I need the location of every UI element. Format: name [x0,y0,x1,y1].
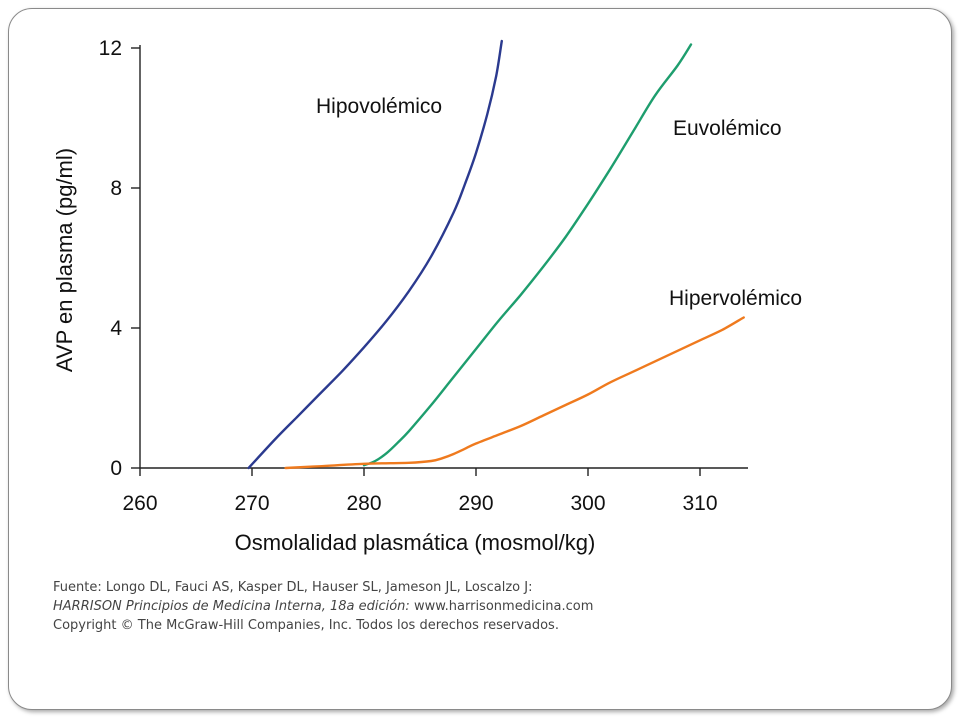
y-axis-title: AVP en plasma (pg/ml) [52,148,77,372]
source-book-title: HARRISON Principios de Medicina Interna,… [53,599,410,614]
series-line-hipovolemico [247,39,503,470]
series-line-hipervolemico [284,316,745,470]
y-tick-label-8: 8 [110,177,122,200]
x-tick-label-280: 280 [346,492,381,515]
y-tick-label-0: 0 [110,457,122,480]
series-label-euvolemico: Euvolémico [673,117,782,140]
x-tick-label-300: 300 [570,492,605,515]
x-tick-label-290: 290 [458,492,493,515]
x-tick-label-260: 260 [122,492,157,515]
source-citation: Fuente: Longo DL, Fauci AS, Kasper DL, H… [53,578,593,635]
source-line-authors: Fuente: Longo DL, Fauci AS, Kasper DL, H… [53,580,533,595]
series-label-hipervolemico: Hipervolémico [669,287,802,310]
x-axis-title: Osmolalidad plasmática (mosmol/kg) [235,530,596,555]
series-line-euvolemico [362,43,693,467]
ticks: 260 270 280 290 300 310 0 4 8 12 [99,37,718,515]
x-tick-label-270: 270 [234,492,269,515]
source-url: www.harrisonmedicina.com [409,599,594,614]
y-tick-label-12: 12 [99,37,122,60]
y-tick-label-4: 4 [110,317,122,340]
axes [139,45,748,469]
series-label-hipovolemico: Hipovolémico [316,95,442,118]
curves [247,39,745,470]
source-line-copyright: Copyright © The McGraw-Hill Companies, I… [53,618,559,633]
slide-frame [8,8,952,710]
x-tick-label-310: 310 [682,492,717,515]
source-line-book: HARRISON Principios de Medicina Interna,… [53,597,593,616]
